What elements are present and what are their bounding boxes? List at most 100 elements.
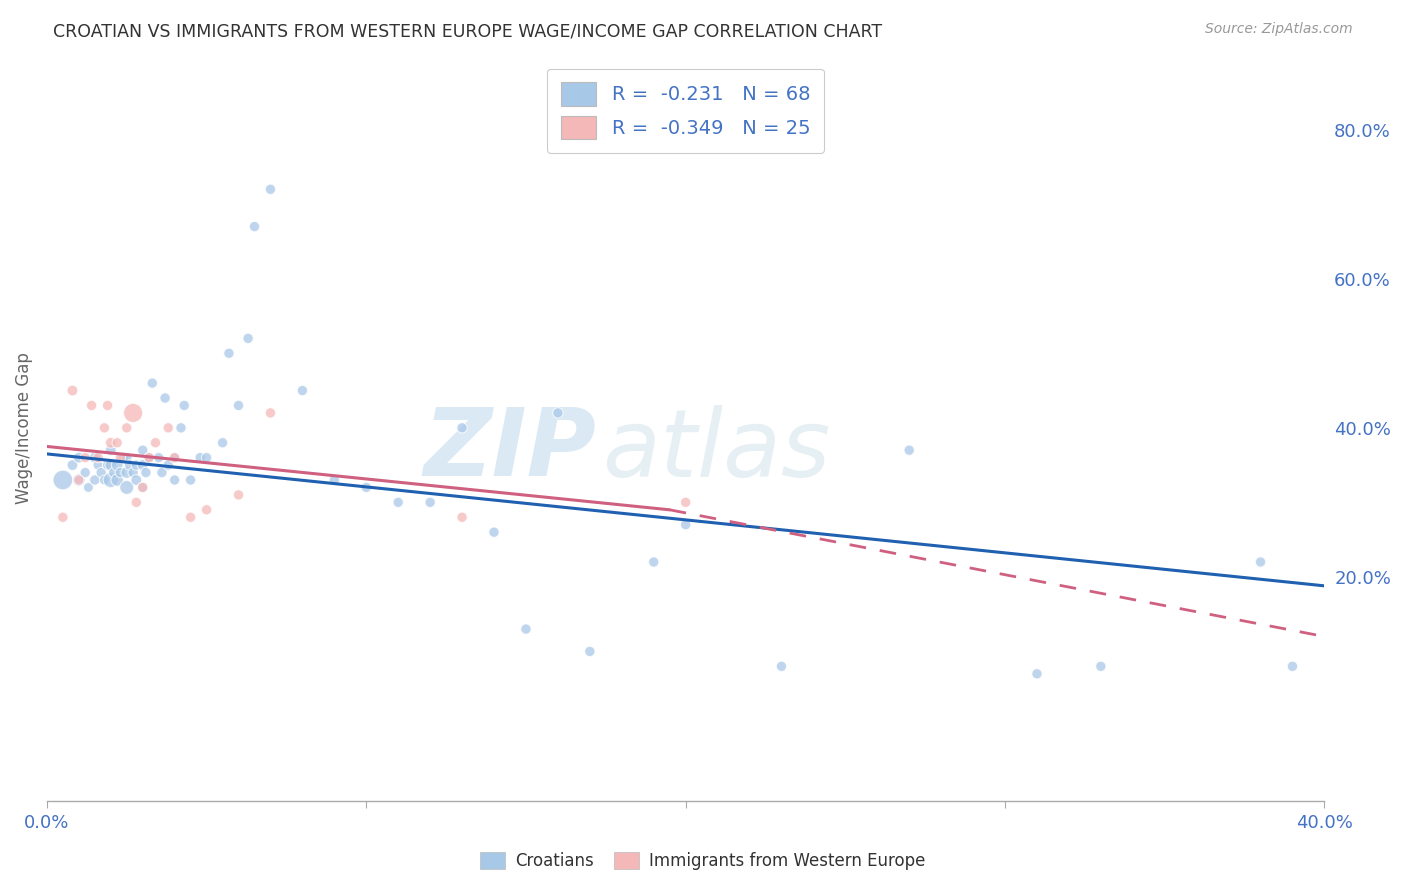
Point	[67, 450, 90, 465]
Y-axis label: Wage/Income Gap: Wage/Income Gap	[15, 351, 32, 504]
Point	[195, 450, 218, 465]
Point	[515, 622, 537, 636]
Point	[67, 473, 90, 487]
Point	[77, 480, 100, 494]
Point	[87, 458, 110, 472]
Point	[125, 458, 148, 472]
Point	[100, 473, 122, 487]
Point	[115, 480, 138, 494]
Point	[150, 466, 173, 480]
Point	[482, 525, 505, 540]
Point	[115, 421, 138, 435]
Text: ZIP: ZIP	[423, 404, 596, 496]
Legend: Croatians, Immigrants from Western Europe: Croatians, Immigrants from Western Europ…	[474, 845, 932, 877]
Point	[52, 473, 75, 487]
Point	[188, 450, 211, 465]
Point	[1281, 659, 1303, 673]
Point	[131, 443, 153, 458]
Point	[153, 391, 176, 405]
Point	[1090, 659, 1112, 673]
Point	[180, 510, 202, 524]
Point	[90, 466, 112, 480]
Point	[451, 421, 474, 435]
Point	[579, 644, 602, 658]
Point	[138, 450, 160, 465]
Point	[163, 473, 186, 487]
Point	[75, 450, 97, 465]
Point	[131, 458, 153, 472]
Point	[110, 450, 132, 465]
Point	[157, 458, 180, 472]
Point	[675, 495, 697, 509]
Point	[131, 480, 153, 494]
Point	[93, 473, 115, 487]
Point	[115, 450, 138, 465]
Point	[228, 399, 250, 413]
Point	[1250, 555, 1272, 569]
Point	[122, 406, 145, 420]
Point	[122, 466, 145, 480]
Point	[259, 182, 281, 196]
Point	[67, 473, 90, 487]
Point	[97, 399, 120, 413]
Point	[163, 450, 186, 465]
Point	[451, 510, 474, 524]
Point	[157, 421, 180, 435]
Point	[141, 376, 163, 390]
Point	[80, 399, 103, 413]
Point	[83, 473, 105, 487]
Point	[259, 406, 281, 420]
Point	[770, 659, 793, 673]
Point	[105, 473, 128, 487]
Point	[62, 458, 84, 472]
Point	[100, 458, 122, 472]
Point	[675, 517, 697, 532]
Point	[93, 421, 115, 435]
Point	[195, 503, 218, 517]
Point	[170, 421, 193, 435]
Point	[105, 435, 128, 450]
Point	[97, 458, 120, 472]
Point	[52, 510, 75, 524]
Point	[291, 384, 314, 398]
Point	[163, 450, 186, 465]
Point	[898, 443, 921, 458]
Point	[100, 443, 122, 458]
Point	[323, 473, 346, 487]
Text: atlas: atlas	[603, 405, 831, 496]
Point	[115, 466, 138, 480]
Point	[148, 450, 170, 465]
Point	[118, 458, 141, 472]
Point	[83, 450, 105, 465]
Point	[103, 466, 125, 480]
Point	[62, 384, 84, 398]
Point	[145, 435, 167, 450]
Text: Source: ZipAtlas.com: Source: ZipAtlas.com	[1205, 22, 1353, 37]
Point	[236, 331, 259, 345]
Point	[100, 435, 122, 450]
Point	[138, 450, 160, 465]
Point	[211, 435, 233, 450]
Point	[228, 488, 250, 502]
Point	[112, 450, 135, 465]
Point	[356, 480, 378, 494]
Point	[387, 495, 409, 509]
Legend: R =  -0.231   N = 68, R =  -0.349   N = 25: R = -0.231 N = 68, R = -0.349 N = 25	[547, 69, 824, 153]
Point	[180, 473, 202, 487]
Point	[135, 466, 157, 480]
Text: CROATIAN VS IMMIGRANTS FROM WESTERN EUROPE WAGE/INCOME GAP CORRELATION CHART: CROATIAN VS IMMIGRANTS FROM WESTERN EURO…	[53, 22, 883, 40]
Point	[125, 473, 148, 487]
Point	[75, 466, 97, 480]
Point	[173, 399, 195, 413]
Point	[547, 406, 569, 420]
Point	[218, 346, 240, 360]
Point	[87, 450, 110, 465]
Point	[125, 495, 148, 509]
Point	[105, 458, 128, 472]
Point	[419, 495, 441, 509]
Point	[643, 555, 665, 569]
Point	[1026, 666, 1049, 681]
Point	[243, 219, 266, 234]
Point	[131, 480, 153, 494]
Point	[110, 466, 132, 480]
